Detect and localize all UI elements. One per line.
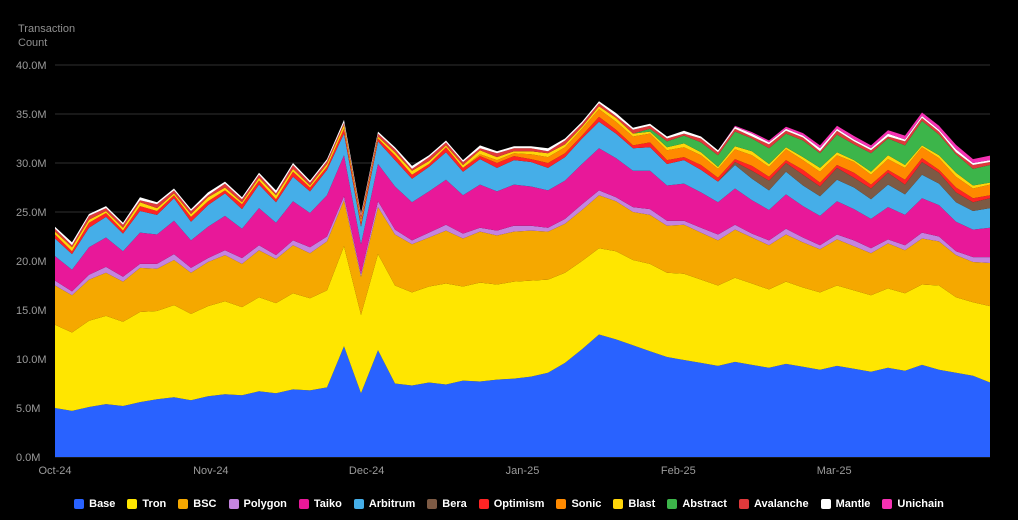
y-tick-label: 5.0M bbox=[16, 403, 40, 415]
legend-item-optimism[interactable]: Optimism bbox=[478, 498, 545, 510]
legend-label: Optimism bbox=[493, 498, 545, 510]
x-tick-label: Mar-25 bbox=[817, 465, 852, 477]
legend-label: Bera bbox=[442, 498, 467, 510]
x-tick-label: Oct-24 bbox=[38, 465, 71, 477]
area-series-mantle bbox=[55, 101, 990, 246]
legend-swatch-base bbox=[74, 499, 85, 509]
y-tick-label: 10.0M bbox=[16, 354, 47, 366]
legend-swatch-avalanche bbox=[738, 499, 749, 509]
legend-swatch-sonic bbox=[556, 499, 567, 509]
legend-swatch-unichain bbox=[882, 499, 893, 509]
legend-swatch-mantle bbox=[820, 499, 831, 509]
legend-label: BSC bbox=[193, 498, 217, 510]
legend-item-mantle[interactable]: Mantle bbox=[820, 498, 871, 510]
legend-label: Sonic bbox=[571, 498, 602, 510]
legend-item-tron[interactable]: Tron bbox=[127, 498, 166, 510]
legend-item-bsc[interactable]: BSC bbox=[178, 498, 217, 510]
legend-label: Polygon bbox=[243, 498, 287, 510]
legend-swatch-abstract bbox=[667, 499, 678, 509]
y-tick-label: 30.0M bbox=[16, 158, 47, 170]
area-series-abstract bbox=[55, 106, 990, 248]
legend-swatch-polygon bbox=[228, 499, 239, 509]
x-tick-label: Nov-24 bbox=[193, 465, 228, 477]
area-series-avalanche bbox=[55, 103, 990, 248]
legend-swatch-optimism bbox=[478, 499, 489, 509]
x-tick-label: Dec-24 bbox=[349, 465, 384, 477]
legend-item-polygon[interactable]: Polygon bbox=[228, 498, 287, 510]
x-tick-label: Feb-25 bbox=[661, 465, 696, 477]
legend-label: Taiko bbox=[313, 498, 342, 510]
legend-item-unichain[interactable]: Unichain bbox=[882, 498, 944, 510]
legend-item-taiko[interactable]: Taiko bbox=[298, 498, 342, 510]
legend-swatch-bera bbox=[427, 499, 438, 509]
legend-swatch-tron bbox=[127, 499, 138, 509]
legend-swatch-blast bbox=[613, 499, 624, 509]
area-series-tron bbox=[55, 246, 990, 411]
legend-label: Mantle bbox=[835, 498, 871, 510]
y-tick-label: 20.0M bbox=[16, 256, 47, 268]
legend-label: Blast bbox=[628, 498, 656, 510]
legend-label: Abstract bbox=[682, 498, 727, 510]
legend-item-bera[interactable]: Bera bbox=[427, 498, 467, 510]
y-tick-label: 35.0M bbox=[16, 109, 47, 121]
legend-item-abstract[interactable]: Abstract bbox=[667, 498, 727, 510]
legend-item-base[interactable]: Base bbox=[74, 498, 115, 510]
y-axis-title: Transaction Count bbox=[18, 23, 76, 50]
area-series-bsc bbox=[55, 195, 990, 333]
y-tick-label: 0.0M bbox=[16, 452, 40, 464]
legend-swatch-arbitrum bbox=[353, 499, 364, 509]
legend-item-avalanche[interactable]: Avalanche bbox=[738, 498, 809, 510]
chart-legend: Base Tron BSC Polygon Taiko Arbitrum Bera Optim… bbox=[0, 498, 1018, 510]
legend-label: Avalanche bbox=[753, 498, 809, 510]
stacked-area-chart[interactable]: 0.0M 5.0M 10.0M 15.0M 20.0M 25.0M 30.0M 35.0M 40… bbox=[0, 0, 1018, 488]
area-series-arbitrum bbox=[55, 121, 990, 270]
area-series-base bbox=[55, 334, 990, 457]
legend-label: Unichain bbox=[897, 498, 944, 510]
legend-swatch-bsc bbox=[178, 499, 189, 509]
legend-item-arbitrum[interactable]: Arbitrum bbox=[353, 498, 416, 510]
y-tick-label: 25.0M bbox=[16, 207, 47, 219]
legend-label: Base bbox=[89, 498, 116, 510]
legend-item-blast[interactable]: Blast bbox=[613, 498, 655, 510]
y-tick-label: 40.0M bbox=[16, 60, 47, 72]
x-tick-label: Jan-25 bbox=[506, 465, 540, 477]
legend-label: Arbitrum bbox=[368, 498, 416, 510]
legend-label: Tron bbox=[142, 498, 167, 510]
legend-swatch-taiko bbox=[298, 499, 309, 509]
legend-item-sonic[interactable]: Sonic bbox=[556, 498, 601, 510]
area-series-taiko bbox=[55, 148, 990, 292]
y-tick-label: 15.0M bbox=[16, 305, 47, 317]
